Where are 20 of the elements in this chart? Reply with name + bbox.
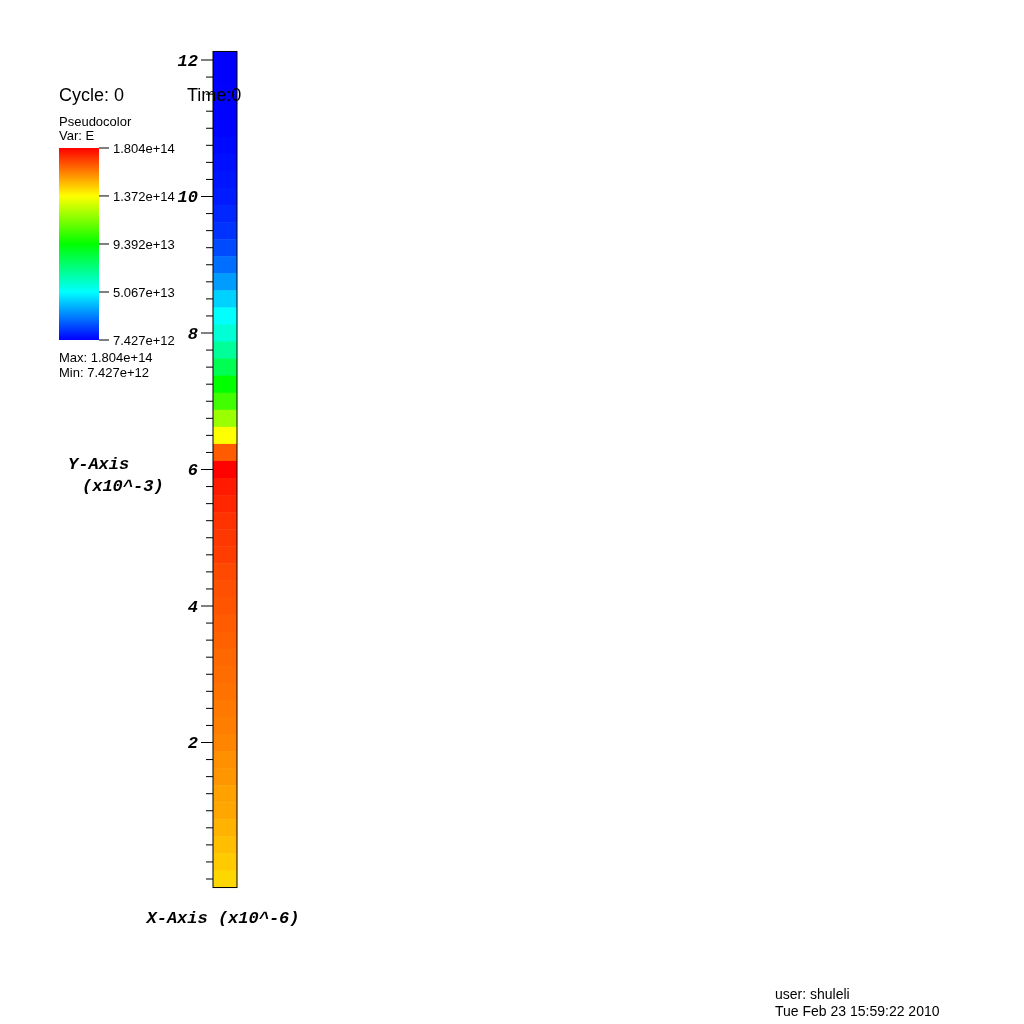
y-tick-label: 6 xyxy=(187,461,198,481)
color-bar-label: 1.372e+14 xyxy=(113,188,175,204)
x-axis-title: X-Axis (x10^-6) xyxy=(145,909,300,928)
color-bar-title: Var: E xyxy=(59,128,95,143)
color-bar-label: 9.392e+13 xyxy=(113,236,175,252)
color-bar-label: 5.067e+13 xyxy=(113,284,175,300)
y-tick-label: 2 xyxy=(187,734,198,754)
y-tick-label: 12 xyxy=(177,51,198,71)
text: Tue Feb 23 15:59:22 2010 xyxy=(775,1003,940,1019)
y-tick-label: 8 xyxy=(187,324,198,344)
text: Cycle: 0 xyxy=(59,85,125,105)
y-axis-title: Y-Axis (x10^-3) xyxy=(68,455,164,496)
legend-title: Pseudocolor xyxy=(59,114,132,129)
y-tick-label: 4 xyxy=(187,597,198,617)
color-bar-label: 1.804e+14 xyxy=(113,140,175,156)
color-bar-label: 7.427e+12 xyxy=(113,332,175,348)
y-tick-label: 10 xyxy=(177,188,198,208)
text: user: shuleli xyxy=(775,986,850,1002)
text: Max: 1.804e+14 xyxy=(59,350,153,365)
text: Min: 7.427e+12 xyxy=(59,365,149,380)
